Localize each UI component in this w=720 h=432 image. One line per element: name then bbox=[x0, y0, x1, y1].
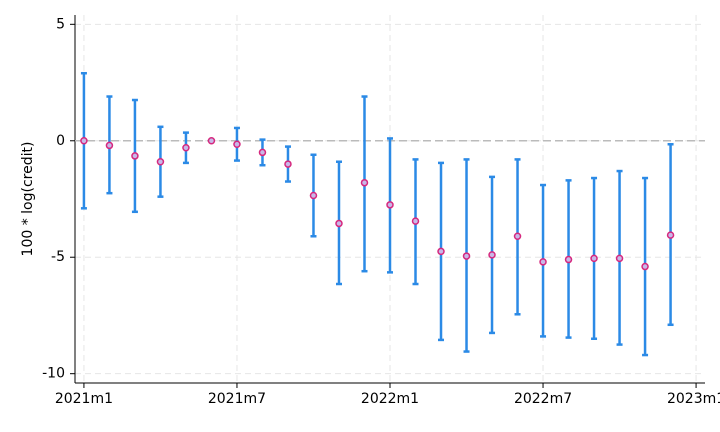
point bbox=[513, 232, 522, 241]
y-axis-label: 100 * log(credit) bbox=[20, 142, 36, 257]
point bbox=[105, 141, 114, 150]
point bbox=[666, 231, 675, 239]
point bbox=[284, 160, 292, 168]
point bbox=[156, 157, 165, 166]
point bbox=[590, 254, 598, 263]
y-tick-label: -5 bbox=[51, 249, 65, 265]
point bbox=[539, 258, 547, 266]
y-tick-label: 5 bbox=[56, 16, 65, 32]
point bbox=[335, 219, 343, 228]
point bbox=[258, 148, 267, 157]
point bbox=[360, 178, 369, 187]
x-tick-label: 2021m1 bbox=[55, 391, 113, 407]
x-tick-label: 2022m1 bbox=[361, 391, 419, 407]
point bbox=[182, 144, 190, 152]
point bbox=[615, 254, 624, 263]
point bbox=[233, 140, 241, 149]
point bbox=[564, 255, 573, 264]
point bbox=[641, 262, 649, 271]
x-tick-label: 2021m7 bbox=[208, 391, 266, 407]
point bbox=[80, 137, 88, 145]
point bbox=[386, 201, 394, 209]
x-tick-label: 2022m7 bbox=[514, 391, 572, 407]
point bbox=[411, 217, 420, 225]
y-tick-label: -10 bbox=[42, 366, 65, 382]
point bbox=[131, 152, 139, 160]
point bbox=[488, 251, 496, 259]
y-tick-label: 0 bbox=[56, 133, 65, 149]
point bbox=[207, 137, 216, 145]
point bbox=[462, 252, 471, 260]
point bbox=[309, 191, 318, 200]
point bbox=[437, 247, 445, 256]
x-tick-label: 2023m1 bbox=[667, 391, 720, 407]
